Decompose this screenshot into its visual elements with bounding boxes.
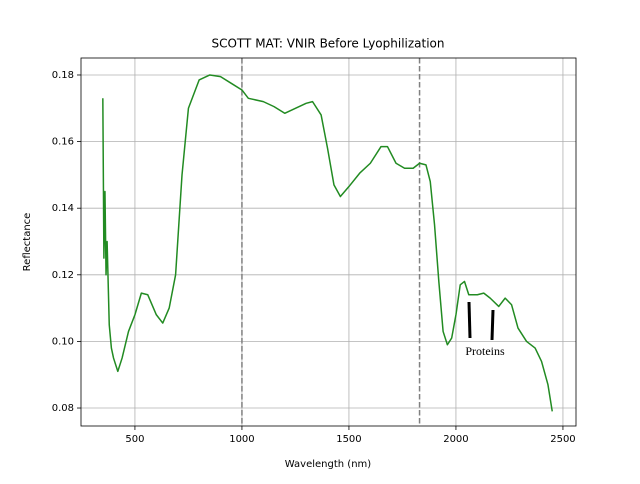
x-axis-label: Wavelength (nm) xyxy=(285,459,371,470)
y-tick-label: 0.18 xyxy=(52,70,74,81)
chart-title: SCOTT MAT: VNIR Before Lyophilization xyxy=(211,37,444,51)
data-line xyxy=(102,74,553,412)
axes-frame xyxy=(80,57,577,427)
y-tick-label: 0.10 xyxy=(52,336,74,347)
x-tick-label: 1500 xyxy=(336,434,361,445)
annotation-mark xyxy=(467,301,472,339)
y-tick-label: 0.14 xyxy=(52,203,74,214)
y-axis-label: Reflectance xyxy=(22,213,33,272)
y-tick-label: 0.08 xyxy=(52,403,74,414)
x-tick-label: 2000 xyxy=(443,434,468,445)
x-tick-label: 500 xyxy=(125,434,144,445)
grid xyxy=(81,58,576,426)
x-tick-label: 2500 xyxy=(550,434,575,445)
annotation-mark xyxy=(490,309,495,341)
x-tick-label: 1000 xyxy=(229,434,254,445)
y-tick-label: 0.16 xyxy=(52,137,74,148)
annotation: Proteins xyxy=(465,344,505,358)
y-tick-label: 0.12 xyxy=(52,270,74,281)
plot xyxy=(102,58,553,426)
